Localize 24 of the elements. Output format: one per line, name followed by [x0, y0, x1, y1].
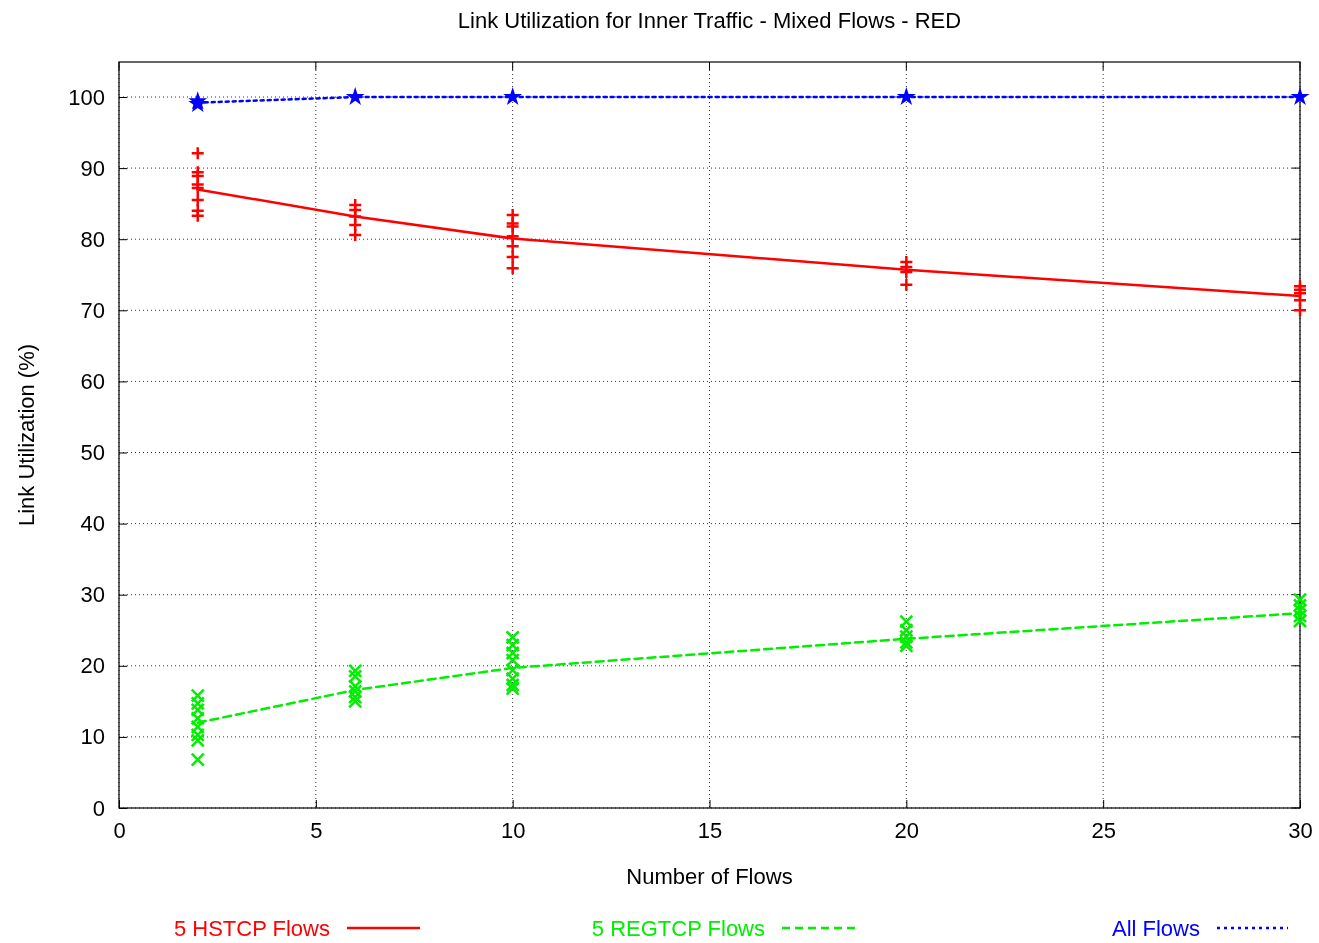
x-tick-label: 15 [697, 817, 723, 843]
y-tick-label: 10 [80, 724, 105, 750]
y-tick-label: 70 [80, 297, 105, 323]
x-tick-label: 0 [113, 817, 126, 843]
y-tick-label: 100 [68, 84, 105, 110]
x-axis-title: Number of Flows [626, 864, 793, 889]
y-tick-label: 40 [80, 511, 105, 537]
y-tick-label: 20 [80, 653, 105, 679]
y-axis-title: Link Utilization (%) [14, 343, 39, 527]
y-tick-label: 90 [80, 155, 105, 181]
legend-label: 5 HSTCP Flows [173, 916, 330, 941]
x-tick-label: 10 [500, 817, 526, 843]
x-tick-label: 5 [310, 817, 323, 843]
x-tick-label: 20 [894, 817, 920, 843]
legend-label: 5 REGTCP Flows [591, 916, 765, 941]
x-tick-label: 30 [1288, 817, 1313, 843]
y-tick-label: 0 [92, 795, 105, 821]
y-tick-label: 80 [80, 226, 105, 252]
y-tick-label: 60 [80, 368, 105, 394]
y-tick-label: 30 [80, 582, 105, 608]
y-tick-label: 50 [80, 440, 105, 466]
chart-title: Link Utilization for Inner Traffic - Mixed Flows - RED [457, 8, 962, 33]
x-tick-label: 25 [1091, 817, 1116, 843]
legend-label: All Flows [1111, 916, 1200, 941]
